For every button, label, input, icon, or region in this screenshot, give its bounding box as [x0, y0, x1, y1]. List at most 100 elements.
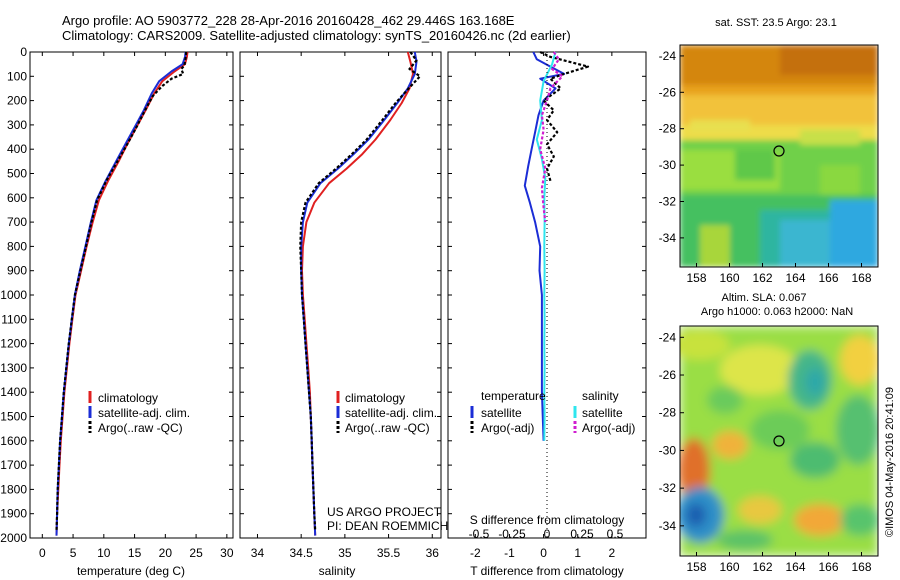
map-x-tick-label: 162 — [752, 271, 772, 285]
salinity-xlabel: salinity — [319, 564, 356, 578]
x-tick-label: -1 — [504, 546, 515, 560]
map-y-tick-label: -34 — [659, 519, 677, 533]
y-tick-label: 1400 — [0, 385, 27, 399]
difference-legend: temperature salinity satellite Argo(-adj… — [470, 389, 635, 435]
series-line-satellite-adj-clim — [300, 51, 418, 536]
x-tick-label: 0 — [39, 546, 46, 560]
map-y-tick-label: -28 — [659, 122, 677, 136]
x-tick-label: -2 — [470, 546, 481, 560]
x-tick-label: 0 — [540, 546, 547, 560]
difference-xlabel: T difference from climatology — [470, 564, 624, 578]
y-tick-label: 200 — [7, 94, 27, 108]
sla-map-image — [680, 326, 878, 556]
s-tick: -0.5 — [469, 527, 490, 541]
map-x-tick-label: 162 — [752, 560, 772, 574]
x-tick-label: 30 — [220, 546, 234, 560]
y-tick-label: 500 — [7, 167, 27, 181]
lines-layer — [55, 51, 590, 536]
sst-map-title: sat. SST: 23.5 Argo: 23.1 — [715, 17, 837, 29]
x-tick-label: 35.5 — [377, 546, 401, 560]
legend-label-argo: Argo(..raw -QC) — [345, 421, 430, 435]
map-y-tick-label: -34 — [659, 231, 677, 245]
x-tick-label: 36 — [426, 546, 440, 560]
x-tick-label: 1 — [574, 546, 581, 560]
x-tick-label: 2 — [609, 546, 616, 560]
map-y-tick-label: -24 — [659, 49, 677, 63]
x-tick-label: 20 — [159, 546, 173, 560]
y-tick-label: 1900 — [0, 507, 27, 521]
map-x-tick-label: 158 — [686, 560, 706, 574]
y-tick-label: 300 — [7, 118, 27, 132]
legend-label-climatology: climatology — [98, 391, 158, 405]
legend-label-satellite: satellite-adj. clim. — [345, 406, 437, 420]
legend-label-argo: Argo(..raw -QC) — [98, 421, 183, 435]
temperature-xlabel: temperature (deg C) — [77, 564, 185, 578]
map-x-tick-label: 158 — [686, 271, 706, 285]
map-x-tick-label: 160 — [719, 560, 739, 574]
s-tick: 0.25 — [570, 527, 594, 541]
s-tick: -0.25 — [498, 527, 526, 541]
project-annotation: US ARGO PROJECT — [327, 505, 442, 519]
pi-annotation: PI: DEAN ROEMMICH — [327, 519, 448, 533]
sla-map-title-2: Argo h1000: 0.063 h2000: NaN — [701, 306, 853, 318]
legend-label-satellite: satellite-adj. clim. — [98, 406, 190, 420]
map-y-tick-label: -32 — [659, 194, 677, 208]
map-x-tick-label: 164 — [785, 560, 805, 574]
x-tick-label: 5 — [70, 546, 77, 560]
map-y-tick-label: -28 — [659, 406, 677, 420]
series-line-s-argo-adj — [539, 51, 564, 223]
y-tick-label: 1000 — [0, 288, 27, 302]
legend-label-t-satellite: satellite — [481, 406, 522, 420]
legend-label-t-argo: Argo(-adj) — [481, 421, 534, 435]
map-y-tick-label: -32 — [659, 481, 677, 495]
legend-label-s-argo: Argo(-adj) — [582, 421, 635, 435]
y-tick-label: 1800 — [0, 482, 27, 496]
map-x-tick-label: 160 — [719, 271, 739, 285]
y-tick-label: 2000 — [0, 531, 27, 545]
y-tick-label: 1600 — [0, 434, 27, 448]
series-line-t-argo-adj — [539, 51, 590, 182]
y-tick-label: 1700 — [0, 458, 27, 472]
map-x-tick-label: 168 — [851, 560, 871, 574]
imos-stamp: ©IMOS 04-May-2016 20:41:09 — [884, 387, 896, 537]
sla-map-title-1: Altim. SLA: 0.067 — [722, 292, 807, 304]
x-tick-label: 34.5 — [289, 546, 313, 560]
map-x-tick-label: 164 — [785, 271, 805, 285]
map-ticks: 158 160 162 164 166 168 -24 -26 -28 -30 -32 -34 158 1… — [659, 49, 872, 574]
header-line1: Argo profile: AO 5903772_228 28-Apr-2016… — [62, 13, 515, 28]
x-tick-label: 34 — [251, 546, 265, 560]
x-tick-label: 15 — [128, 546, 142, 560]
map-y-tick-label: -26 — [659, 368, 677, 382]
y-tick-label: 900 — [7, 264, 27, 278]
y-tick-label: 0 — [20, 45, 27, 59]
sst-map-image — [680, 45, 878, 267]
series-line-climatology — [301, 51, 414, 536]
legend-title-salinity: salinity — [582, 389, 619, 403]
legend-label-climatology: climatology — [345, 391, 405, 405]
y-tick-label: 1300 — [0, 361, 27, 375]
map-y-tick-label: -26 — [659, 85, 677, 99]
legend-title-temperature: temperature — [481, 389, 546, 403]
salinity-axes — [239, 51, 442, 539]
sst-argo-marker — [773, 145, 785, 157]
series-line-argo-raw-qc — [299, 51, 422, 531]
y-tick-label: 800 — [7, 239, 27, 253]
difference-top-xlabel: S difference from climatology — [470, 513, 625, 527]
x-tick-label: 35 — [338, 546, 352, 560]
map-y-tick-label: -24 — [659, 330, 677, 344]
s-difference-ticks: -0.5 -0.25 0 0.25 0.5 — [469, 527, 624, 541]
ticks-layer: 0100200300400500600700800900100011001200… — [0, 45, 646, 560]
y-tick-label: 100 — [7, 69, 27, 83]
y-tick-label: 400 — [7, 142, 27, 156]
header-line2: Climatology: CARS2009. Satellite-adjuste… — [62, 28, 571, 43]
x-tick-label: 10 — [97, 546, 111, 560]
y-tick-label: 1200 — [0, 337, 27, 351]
map-x-tick-label: 166 — [818, 271, 838, 285]
map-y-tick-label: -30 — [659, 443, 677, 457]
legend-label-s-satellite: satellite — [582, 406, 623, 420]
map-x-tick-label: 168 — [851, 271, 871, 285]
y-tick-label: 1500 — [0, 410, 27, 424]
salinity-legend: climatology satellite-adj. clim. Argo(..… — [336, 391, 437, 435]
s-tick: 0.5 — [607, 527, 624, 541]
map-y-tick-label: -30 — [659, 158, 677, 172]
